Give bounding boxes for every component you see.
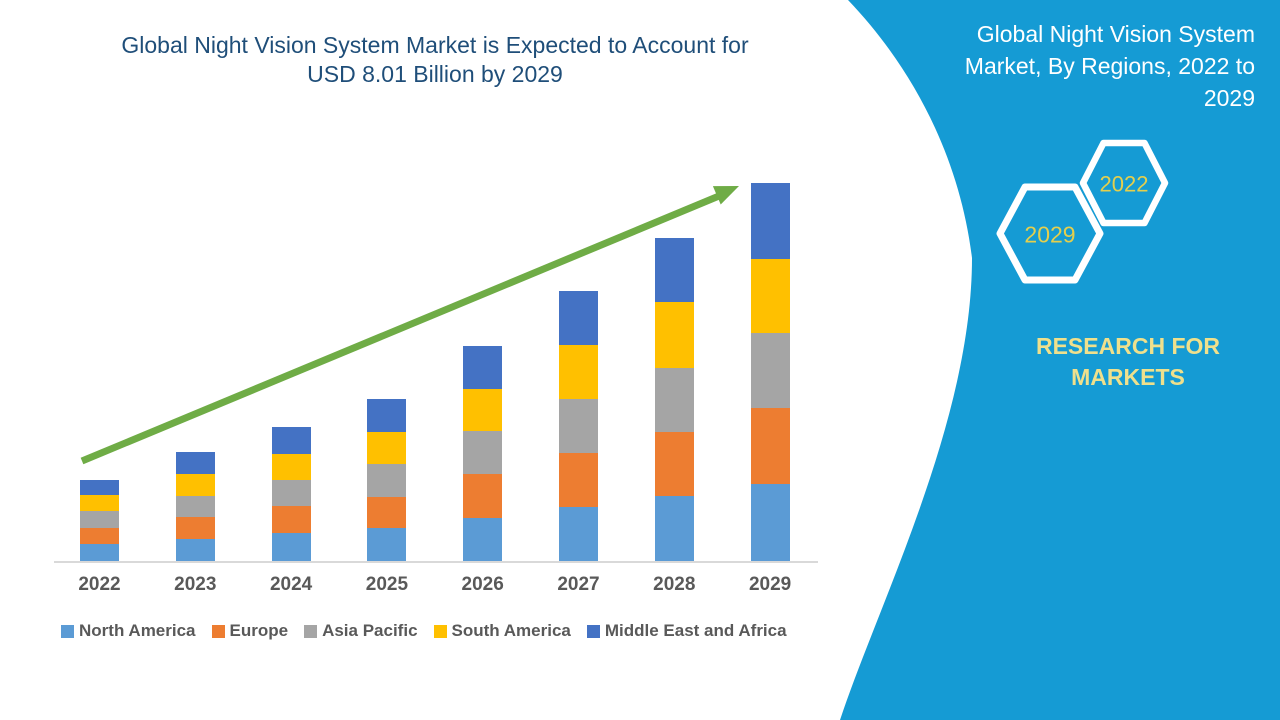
- panel-title-line1: Global Night Vision System: [976, 21, 1255, 47]
- bar-segment-middle-east-and-africa-2022: [80, 479, 119, 495]
- bar-segment-south-america-2029: [750, 259, 790, 334]
- bar-segment-europe-2023: [175, 517, 215, 539]
- bar-segment-south-america-2023: [175, 474, 215, 497]
- panel-title-line3: 2029: [1203, 85, 1255, 111]
- bar-segment-europe-2025: [367, 497, 407, 528]
- x-axis-label-2025: 2025: [365, 574, 409, 595]
- chart-title-line2: USD 8.01 Billion by 2029: [307, 61, 563, 87]
- bar-segment-north-america-2022: [80, 543, 119, 561]
- brand-line1: RESEARCH FOR: [1035, 333, 1220, 359]
- legend-swatch-icon: [586, 624, 600, 638]
- x-axis-label-2024: 2024: [269, 574, 313, 595]
- bar-segment-asia-pacific-2024: [271, 479, 311, 506]
- bar-2022: [80, 479, 119, 561]
- brand-text: RESEARCH FOR MARKETS: [1008, 331, 1248, 393]
- x-axis-label-2029: 2029: [748, 574, 792, 595]
- bar-segment-europe-2026: [463, 474, 503, 518]
- bar-segment-middle-east-and-africa-2029: [750, 182, 790, 260]
- bar-segment-europe-2022: [80, 527, 119, 544]
- bar-segment-north-america-2026: [463, 517, 503, 561]
- legend-swatch-icon: [211, 624, 225, 638]
- legend-label: Middle East and Africa: [604, 621, 787, 640]
- legend-item-middle-east-and-africa: Middle East and Africa: [586, 621, 787, 641]
- legend-label: North America: [79, 621, 196, 640]
- panel-title: Global Night Vision System Market, By Re…: [925, 18, 1255, 114]
- x-axis-label-2026: 2026: [461, 574, 504, 595]
- brand-line2: MARKETS: [1071, 364, 1185, 390]
- bar-segment-europe-2029: [750, 408, 790, 485]
- x-axis-label-2027: 2027: [557, 574, 600, 595]
- legend-item-south-america: South America: [433, 621, 571, 641]
- legend-swatch-icon: [61, 624, 74, 638]
- legend-item-north-america: North America: [61, 621, 196, 641]
- chart-title-line1: Global Night Vision System Market is Exp…: [121, 32, 749, 58]
- bar-segment-north-america-2028: [654, 495, 694, 561]
- legend-label: Europe: [229, 621, 289, 640]
- legend-label: South America: [451, 621, 571, 640]
- chart-legend: North America Europe Asia Pacific South Ame…: [61, 621, 787, 641]
- x-axis-line: [54, 561, 818, 563]
- legend-label: Asia Pacific: [322, 621, 418, 640]
- bar-segment-north-america-2029: [750, 484, 790, 561]
- side-panel-curve: [840, 0, 1280, 720]
- legend-item-europe: Europe: [211, 621, 289, 641]
- bar-segment-north-america-2025: [367, 527, 407, 561]
- panel-title-line2: Market, By Regions, 2022 to: [964, 53, 1255, 79]
- bar-segment-europe-2024: [271, 505, 311, 533]
- bar-segment-north-america-2027: [559, 507, 598, 561]
- chart-title: Global Night Vision System Market is Exp…: [35, 31, 835, 89]
- bar-2029: [750, 182, 790, 561]
- bar-segment-north-america-2024: [271, 532, 311, 561]
- bar-segment-asia-pacific-2029: [750, 333, 790, 409]
- x-axis-label-2023: 2023: [174, 574, 217, 595]
- x-axis-label-2028: 2028: [653, 574, 696, 595]
- bar-segment-asia-pacific-2023: [175, 496, 215, 518]
- bar-segment-south-america-2022: [80, 494, 119, 511]
- legend-item-asia-pacific: Asia Pacific: [304, 621, 418, 641]
- bar-segment-north-america-2023: [175, 538, 215, 561]
- x-axis-label-2022: 2022: [78, 574, 121, 595]
- legend-swatch-icon: [433, 624, 447, 638]
- bar-segment-asia-pacific-2022: [80, 510, 119, 528]
- legend-swatch-icon: [304, 624, 318, 638]
- bar-segment-asia-pacific-2025: [367, 463, 407, 498]
